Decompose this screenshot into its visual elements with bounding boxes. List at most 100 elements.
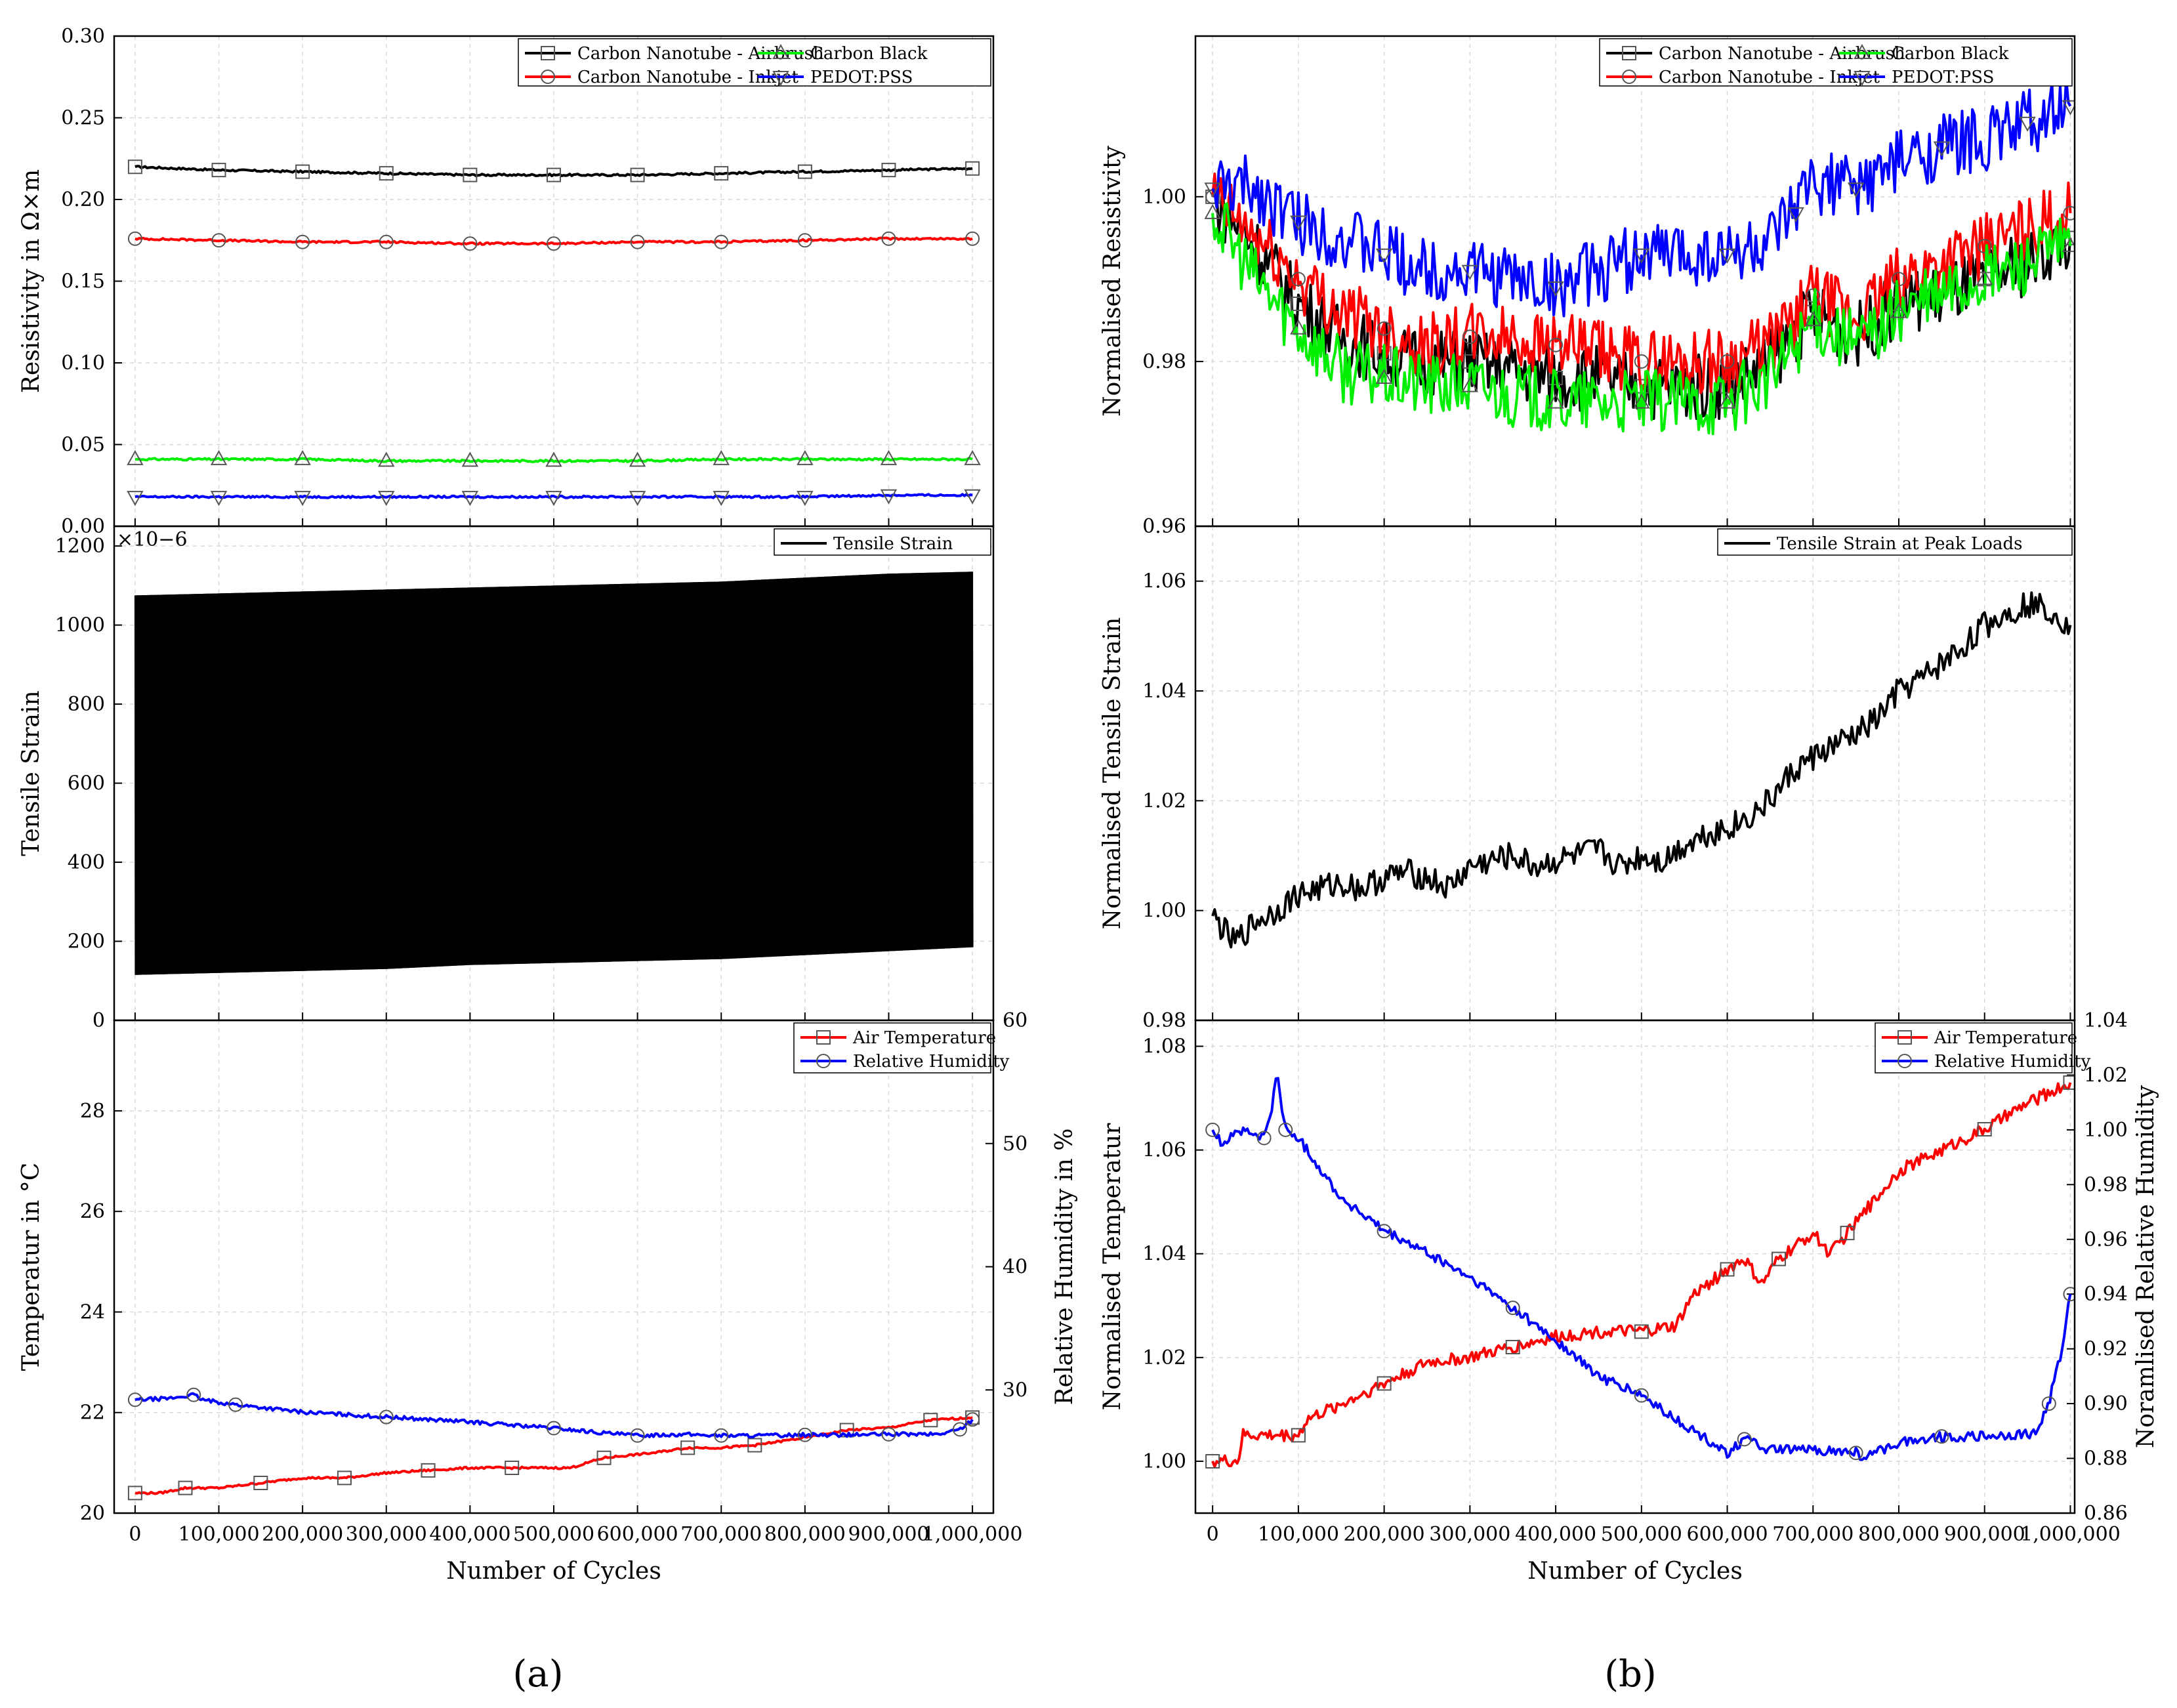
data-marker [1256, 1131, 1272, 1146]
plot-area [1211, 591, 2072, 949]
data-marker [210, 449, 228, 465]
data-marker [629, 451, 646, 467]
data-marker [1205, 1122, 1220, 1137]
x-tick-label: 1,000,000 [2020, 1523, 2121, 1546]
grid [114, 1020, 993, 1514]
data-marker [714, 234, 729, 249]
y-tick-label-right: 0.88 [2084, 1448, 2128, 1470]
data-marker [1290, 319, 1307, 335]
grid [1195, 1020, 2075, 1513]
y-tick-label: 1200 [55, 535, 105, 558]
data-marker [1933, 141, 1951, 157]
y-axis-title: Resistivity in Ω×m [18, 169, 45, 393]
data-marker [881, 231, 896, 246]
grid [1195, 526, 2075, 1021]
data-marker [211, 163, 226, 178]
x-axis-title: Number of Cycles [446, 1558, 661, 1585]
data-marker [1633, 248, 1650, 264]
data-marker [1461, 264, 1479, 280]
data-marker [228, 1397, 243, 1412]
data-marker [952, 1422, 967, 1437]
y-tick-label: 1000 [55, 614, 105, 637]
y-tick-label-right: 60 [1003, 1009, 1027, 1032]
data-marker [965, 1412, 980, 1427]
data-marker [629, 491, 646, 507]
data-marker [545, 491, 562, 507]
data-marker [1290, 215, 1307, 231]
plot-area [1205, 1075, 2075, 1468]
data-marker [1462, 329, 1478, 344]
y-axis-title-right: Noramlised Relative Humidity [2132, 1085, 2159, 1448]
y-tick-label: 0.98 [1142, 350, 1186, 373]
legend-marker [1897, 1054, 1912, 1068]
data-marker [295, 164, 310, 179]
data-marker [505, 1461, 520, 1476]
series-line [1211, 77, 2072, 318]
y-multiplier: ×10−6 [117, 528, 188, 551]
data-marker [1377, 1224, 1392, 1239]
data-marker [1505, 1340, 1520, 1355]
y-tick-label: 200 [68, 930, 105, 953]
y-tick-label: 0.05 [61, 434, 105, 457]
data-marker [1633, 393, 1650, 409]
data-marker [547, 1421, 561, 1436]
y-tick-label: 0.96 [1142, 515, 1186, 538]
y-tick-label-right: 1.02 [2084, 1064, 2128, 1087]
legend-label: Air Temperature [1934, 1028, 2077, 1048]
x-tick-label: 400,000 [429, 1523, 510, 1546]
data-marker [461, 491, 479, 507]
y-tick-label-right: 0.86 [2084, 1502, 2128, 1525]
data-marker [1934, 1429, 1949, 1444]
data-marker [211, 233, 226, 248]
data-marker [713, 491, 730, 507]
data-marker [378, 451, 395, 467]
series-line [135, 1392, 974, 1439]
chart-a1: 0.00 0.05 0.10 0.15 0.20 0.25 0.30 Resistivity … [18, 25, 995, 538]
data-marker [1976, 270, 1993, 285]
legend-marker [1897, 1030, 1912, 1045]
data-marker [1278, 1122, 1293, 1137]
data-marker [379, 234, 394, 249]
y-axis-title: Normalised Resistivity [1099, 145, 1126, 416]
data-marker [1720, 1262, 1735, 1277]
y-tick-label: 0.20 [61, 188, 105, 211]
data-marker [797, 491, 814, 507]
y-tick-label: 26 [80, 1200, 105, 1223]
legend-marker [816, 1030, 831, 1045]
data-marker [127, 1486, 142, 1501]
x-tick-label: 700,000 [1772, 1523, 1854, 1546]
data-marker [253, 1476, 268, 1491]
data-marker [127, 1392, 142, 1407]
series-line [135, 457, 973, 463]
y-tick-label: 0.00 [61, 515, 105, 538]
data-marker [1291, 1428, 1306, 1443]
legend-marker [816, 1054, 831, 1068]
data-marker [964, 449, 981, 465]
y-tick-label-right: 40 [1003, 1256, 1027, 1279]
legend-label: Tensile Strain [833, 534, 953, 554]
legend-label: Relative Humidity [853, 1052, 1010, 1072]
y-tick-label: 0.30 [61, 25, 105, 48]
data-marker [1890, 302, 1907, 318]
chart-b2: 0.98 1.00 1.02 1.04 1.06 Normalised Tensile S… [1099, 525, 2076, 1032]
legend-marker [541, 70, 555, 84]
series-line [135, 165, 973, 178]
legend-marker [772, 71, 789, 87]
data-marker [463, 236, 478, 251]
caption-a: (a) [512, 1653, 563, 1696]
data-marker [1737, 1432, 1752, 1447]
x-axis-title: Number of Cycles [1527, 1558, 1743, 1585]
data-marker [1205, 1453, 1220, 1468]
x-tick-label: 500,000 [513, 1523, 594, 1546]
series-line [1211, 591, 2072, 949]
data-marker [1461, 377, 1479, 392]
plot-area [1204, 77, 2075, 436]
legend-marker [772, 43, 789, 59]
data-marker [1804, 311, 1821, 327]
data-marker [630, 167, 645, 182]
legend-label: Carbon Black [1892, 44, 2009, 64]
x-tick-label: 900,000 [1944, 1523, 2025, 1546]
y-axis-title: Tensile Strain [18, 690, 45, 856]
y-tick-label: 1.00 [1142, 186, 1186, 209]
